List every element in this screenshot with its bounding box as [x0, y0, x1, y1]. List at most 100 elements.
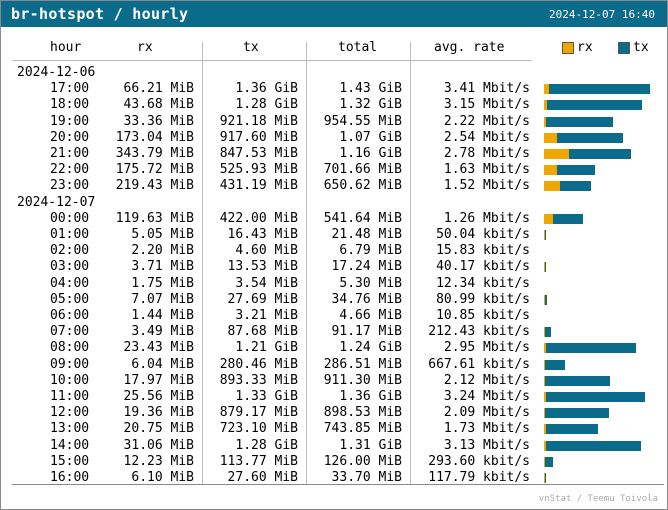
tx-cell: 16.43 MiB — [227, 227, 298, 242]
tx-bar — [545, 456, 554, 467]
rx-cell: 1.44 MiB — [131, 308, 194, 323]
rx-cell: 17.97 MiB — [123, 372, 194, 388]
tx-cell: 1.28 GiB — [235, 437, 298, 453]
rx-bar — [544, 473, 545, 483]
avg-rate-cell: 40.17 kbit/s — [436, 259, 530, 275]
rx-bar — [544, 149, 569, 159]
rx-cell: 343.79 MiB — [115, 146, 194, 161]
hour-cell: 23:00 — [50, 178, 90, 194]
total-cell: 541.64 MiB — [323, 210, 402, 226]
tx-bar — [545, 424, 598, 435]
tx-cell: 87.68 MiB — [227, 324, 298, 340]
total-cell: 33.70 MiB — [331, 470, 402, 485]
tx-cell: 1.21 GiB — [235, 340, 298, 356]
total-cell: 17.24 MiB — [331, 259, 402, 275]
rx-cell: 173.04 MiB — [115, 129, 194, 145]
rx-cell: 3.49 MiB — [131, 324, 194, 340]
tx-bar — [545, 392, 645, 402]
tx-bar — [556, 165, 595, 176]
rx-bar — [544, 440, 547, 451]
tx-bar — [556, 132, 624, 143]
legend-tx-swatch — [618, 42, 630, 54]
rx-bar — [544, 343, 546, 354]
rx-bar — [544, 181, 560, 192]
hour-cell: 15:00 — [50, 453, 90, 469]
tx-bar — [545, 294, 547, 305]
header-divider — [12, 60, 532, 61]
hour-cell: 12:00 — [50, 405, 90, 421]
tx-cell: 893.33 MiB — [219, 372, 298, 388]
tx-bar — [545, 343, 636, 354]
bottom-divider — [12, 484, 664, 485]
total-cell: 954.55 MiB — [323, 113, 402, 129]
rx-cell: 31.06 MiB — [123, 437, 194, 453]
legend-rx-swatch — [562, 42, 574, 54]
date-label: 2024-12-07 — [17, 194, 96, 210]
rx-cell: 175.72 MiB — [115, 162, 194, 178]
rx-cell: 1.75 MiB — [131, 275, 194, 291]
total-cell: 1.32 GiB — [339, 97, 402, 113]
avg-rate-cell: 1.73 Mbit/s — [443, 421, 530, 437]
avg-rate-cell: 10.85 kbit/s — [436, 308, 530, 323]
title-bar: br-hotspot / hourly 2024-12-07 16:40 — [1, 1, 667, 27]
total-cell: 1.36 GiB — [339, 389, 402, 404]
total-cell: 5.30 MiB — [339, 275, 402, 291]
tx-cell: 27.69 MiB — [227, 291, 298, 307]
total-cell: 650.62 MiB — [323, 178, 402, 194]
tx-bar — [569, 149, 631, 159]
tx-bar — [559, 181, 592, 192]
hour-cell: 22:00 — [50, 162, 90, 178]
timestamp: 2024-12-07 16:40 — [549, 8, 655, 21]
tx-cell: 1.28 GiB — [235, 97, 298, 113]
tx-bar — [545, 359, 565, 370]
hour-cell: 11:00 — [50, 389, 90, 404]
total-cell: 34.76 MiB — [331, 291, 402, 307]
tx-cell: 879.17 MiB — [219, 405, 298, 421]
legend-rx-label: rx — [577, 40, 593, 55]
footer-credit: vnStat / Teemu Toivola — [538, 494, 658, 504]
tx-cell: 422.00 MiB — [219, 210, 298, 226]
rx-cell: 20.75 MiB — [123, 421, 194, 437]
hour-cell: 09:00 — [50, 356, 90, 372]
total-cell: 4.66 MiB — [339, 308, 402, 323]
hour-cell: 21:00 — [50, 146, 90, 161]
avg-rate-cell: 2.54 Mbit/s — [443, 129, 530, 145]
avg-rate-cell: 2.12 Mbit/s — [443, 372, 530, 388]
total-cell: 286.51 MiB — [323, 356, 402, 372]
avg-rate-cell: 2.22 Mbit/s — [443, 113, 530, 129]
avg-rate-cell: 2.09 Mbit/s — [443, 405, 530, 421]
rx-cell: 5.05 MiB — [131, 227, 194, 242]
tx-bar — [546, 116, 614, 127]
total-cell: 21.48 MiB — [331, 227, 402, 242]
rx-bar — [544, 116, 547, 127]
hour-cell: 04:00 — [50, 275, 90, 291]
total-cell: 701.66 MiB — [323, 162, 402, 178]
rx-bar — [544, 132, 557, 143]
tx-cell: 4.60 MiB — [235, 243, 298, 259]
hour-cell: 19:00 — [50, 113, 90, 129]
hour-cell: 16:00 — [50, 470, 90, 485]
rx-bar — [544, 230, 545, 240]
tx-cell: 847.53 MiB — [219, 146, 298, 161]
legend-tx-label: tx — [633, 40, 649, 55]
column-header-total: total — [338, 40, 378, 55]
tx-cell: 1.33 GiB — [235, 389, 298, 404]
rx-bar — [544, 392, 546, 402]
rx-cell: 219.43 MiB — [115, 178, 194, 194]
avg-rate-cell: 3.15 Mbit/s — [443, 97, 530, 113]
rx-cell: 6.04 MiB — [131, 356, 194, 372]
rx-bar — [544, 165, 557, 176]
tx-cell: 921.18 MiB — [219, 113, 298, 129]
avg-rate-cell: 50.04 kbit/s — [436, 227, 530, 242]
rx-cell: 2.20 MiB — [131, 243, 194, 259]
tx-bar — [545, 230, 546, 240]
total-cell: 898.53 MiB — [323, 405, 402, 421]
avg-rate-cell: 1.52 Mbit/s — [443, 178, 530, 194]
rx-cell: 6.10 MiB — [131, 470, 194, 485]
avg-rate-cell: 3.13 Mbit/s — [443, 437, 530, 453]
hour-cell: 17:00 — [50, 81, 90, 97]
rx-bar — [544, 359, 545, 370]
rx-cell: 12.23 MiB — [123, 453, 194, 469]
hour-cell: 10:00 — [50, 372, 90, 388]
total-cell: 1.31 GiB — [339, 437, 402, 453]
